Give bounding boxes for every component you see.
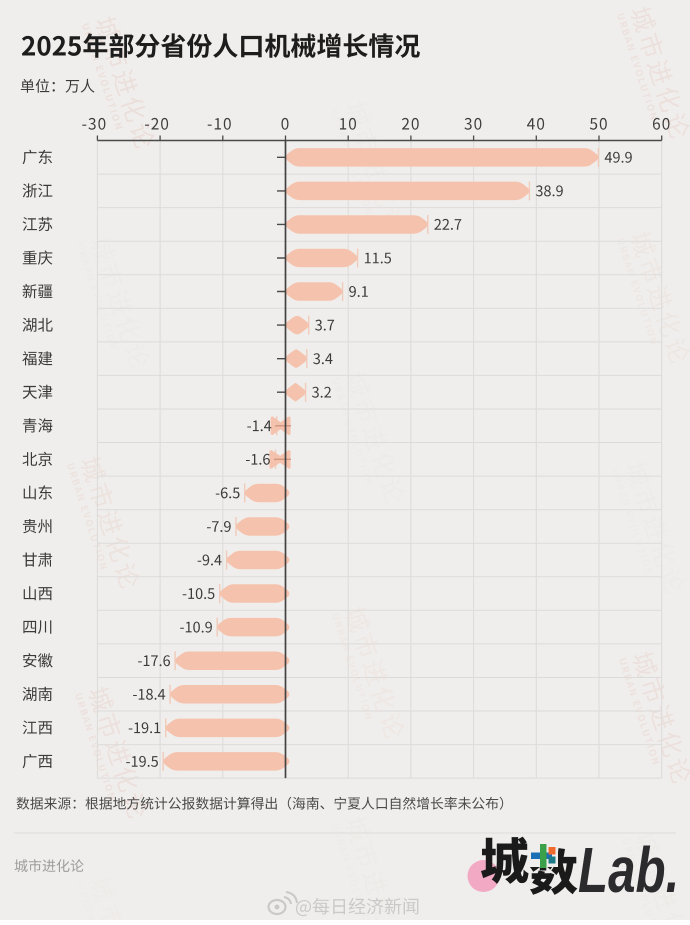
svg-text:Lab.: Lab.	[578, 835, 679, 907]
